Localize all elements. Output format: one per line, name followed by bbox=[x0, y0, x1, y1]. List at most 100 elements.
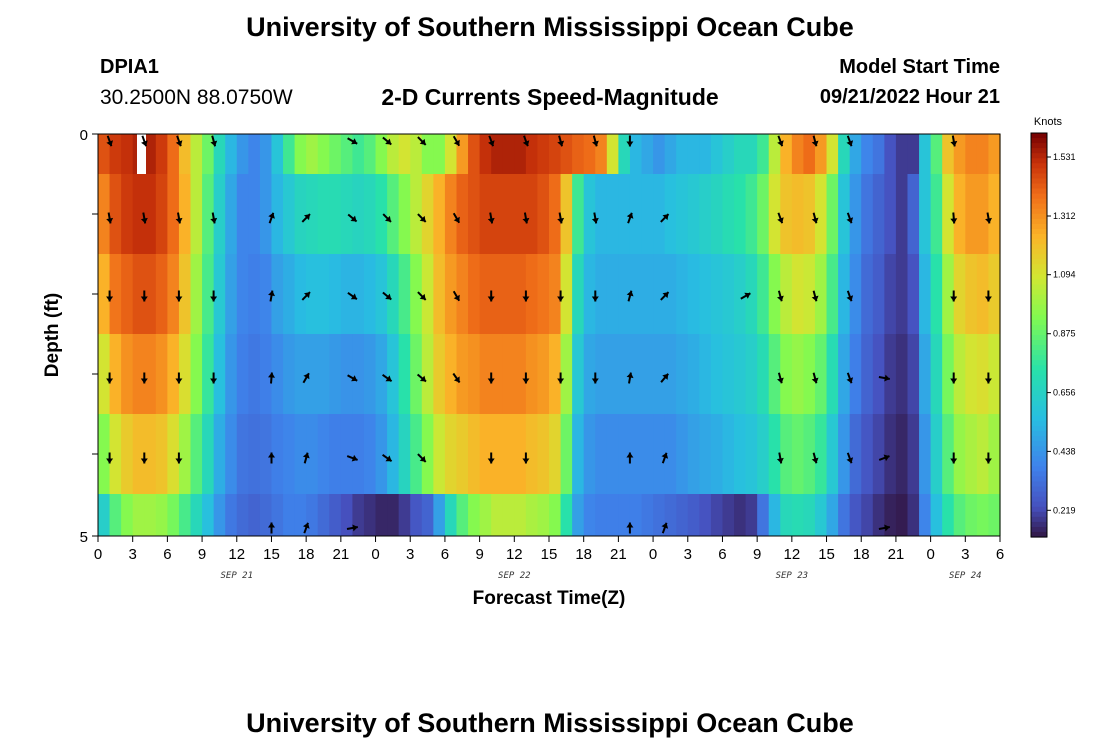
heatmap-cell bbox=[641, 134, 654, 174]
heatmap-cell bbox=[814, 134, 828, 174]
current-vector bbox=[301, 213, 311, 223]
current-vector bbox=[626, 135, 634, 147]
current-vector bbox=[417, 453, 427, 463]
x-tick-label: 15 bbox=[263, 546, 280, 563]
heatmap-cell bbox=[410, 414, 423, 494]
colorbar-swatch bbox=[1031, 456, 1047, 462]
current-vector bbox=[660, 213, 670, 223]
current-vector bbox=[382, 453, 393, 463]
heatmap-cell bbox=[884, 254, 897, 334]
heatmap-cell bbox=[838, 414, 851, 494]
heatmap-cell bbox=[872, 134, 885, 174]
heatmap-cell bbox=[791, 414, 805, 494]
x-tick-label: 9 bbox=[198, 546, 206, 563]
heatmap-cell bbox=[225, 174, 238, 254]
heatmap-cell bbox=[549, 174, 562, 254]
heatmap-cell bbox=[653, 174, 666, 254]
heatmap-cell bbox=[930, 134, 943, 174]
heatmap-cell bbox=[317, 174, 330, 254]
heatmap-cell bbox=[502, 414, 515, 494]
colorbar-swatch bbox=[1031, 516, 1047, 523]
heatmap-cell bbox=[988, 494, 1001, 536]
heatmap-cell bbox=[942, 174, 955, 254]
heatmap-cell bbox=[514, 174, 527, 254]
colorbar-swatch bbox=[1031, 395, 1047, 402]
current-vector bbox=[846, 212, 854, 224]
heatmap-cell bbox=[549, 254, 562, 334]
heatmap-cell bbox=[410, 494, 423, 536]
heatmap-cell bbox=[433, 174, 446, 254]
y-tick-label: 5 bbox=[80, 529, 88, 546]
heatmap-cell bbox=[687, 174, 700, 254]
heatmap-cell bbox=[930, 494, 943, 536]
heatmap-cell bbox=[629, 254, 643, 334]
current-vector bbox=[878, 374, 890, 382]
current-vector bbox=[106, 372, 114, 384]
heatmap-cell bbox=[791, 254, 805, 334]
heatmap-cell bbox=[849, 254, 862, 334]
colorbar-swatch bbox=[1031, 264, 1047, 270]
heatmap-cell bbox=[363, 414, 377, 494]
heatmap-cell bbox=[919, 174, 932, 254]
current-vector bbox=[522, 135, 530, 147]
heatmap-cell bbox=[363, 134, 377, 174]
current-vector bbox=[210, 212, 218, 224]
heatmap-cell bbox=[155, 134, 168, 174]
heatmap-cell bbox=[479, 174, 492, 254]
heatmap-cell bbox=[225, 134, 238, 174]
heatmap-cell bbox=[514, 334, 527, 414]
heatmap-cell bbox=[525, 494, 539, 536]
heatmap-cell bbox=[167, 334, 180, 414]
heatmap-cell bbox=[236, 174, 249, 254]
heatmap-cell bbox=[838, 174, 851, 254]
heatmap-cell bbox=[687, 254, 700, 334]
heatmap-cell bbox=[745, 134, 758, 174]
heatmap-cell bbox=[965, 414, 978, 494]
heatmap-cell bbox=[907, 134, 920, 174]
heatmap-cell bbox=[664, 334, 677, 414]
heatmap-cell bbox=[410, 134, 423, 174]
heatmap-cell bbox=[676, 414, 689, 494]
heatmap-cell bbox=[560, 134, 573, 174]
heatmap-cell bbox=[248, 134, 261, 174]
heatmap-cell bbox=[849, 334, 862, 414]
heatmap-cell bbox=[988, 254, 1001, 334]
heatmap-cell bbox=[178, 494, 192, 536]
colorbar-swatch bbox=[1031, 239, 1047, 245]
heatmap-cell bbox=[98, 134, 111, 174]
heatmap-cell bbox=[884, 174, 897, 254]
x-tick-label: 12 bbox=[506, 546, 523, 563]
heatmap-cell bbox=[734, 134, 747, 174]
heatmap-cell bbox=[502, 494, 515, 536]
heatmap-cell bbox=[98, 334, 111, 414]
heatmap-cell bbox=[560, 414, 573, 494]
heatmap-cell bbox=[155, 174, 168, 254]
heatmap-cell bbox=[398, 414, 411, 494]
heatmap-cell bbox=[502, 254, 515, 334]
heatmap-cell bbox=[329, 414, 342, 494]
heatmap-cell bbox=[583, 334, 596, 414]
heatmap-cell bbox=[190, 414, 203, 494]
heatmap-cell bbox=[167, 254, 180, 334]
heatmap-cell bbox=[433, 334, 446, 414]
heatmap-cell bbox=[618, 414, 631, 494]
colorbar-swatch bbox=[1031, 430, 1047, 437]
heatmap-cell bbox=[271, 134, 284, 174]
heatmap-cell bbox=[814, 414, 828, 494]
heatmap-cell bbox=[387, 334, 400, 414]
heatmap-cell bbox=[618, 494, 631, 536]
colorbar-swatch bbox=[1031, 335, 1047, 341]
heatmap-cell bbox=[560, 334, 573, 414]
colorbar-swatch bbox=[1031, 420, 1047, 427]
x-tick-label: 9 bbox=[753, 546, 761, 563]
colorbar-swatch bbox=[1031, 329, 1047, 336]
heatmap-cell bbox=[757, 174, 770, 254]
heatmap-cell bbox=[121, 254, 134, 334]
heatmap-cell bbox=[907, 254, 920, 334]
heatmap-cell bbox=[895, 254, 909, 334]
x-tick-label: 0 bbox=[649, 546, 657, 563]
heatmap-cell bbox=[167, 134, 180, 174]
heatmap-cell bbox=[560, 254, 573, 334]
heatmap-cell bbox=[676, 134, 689, 174]
heatmap-cell bbox=[976, 254, 990, 334]
